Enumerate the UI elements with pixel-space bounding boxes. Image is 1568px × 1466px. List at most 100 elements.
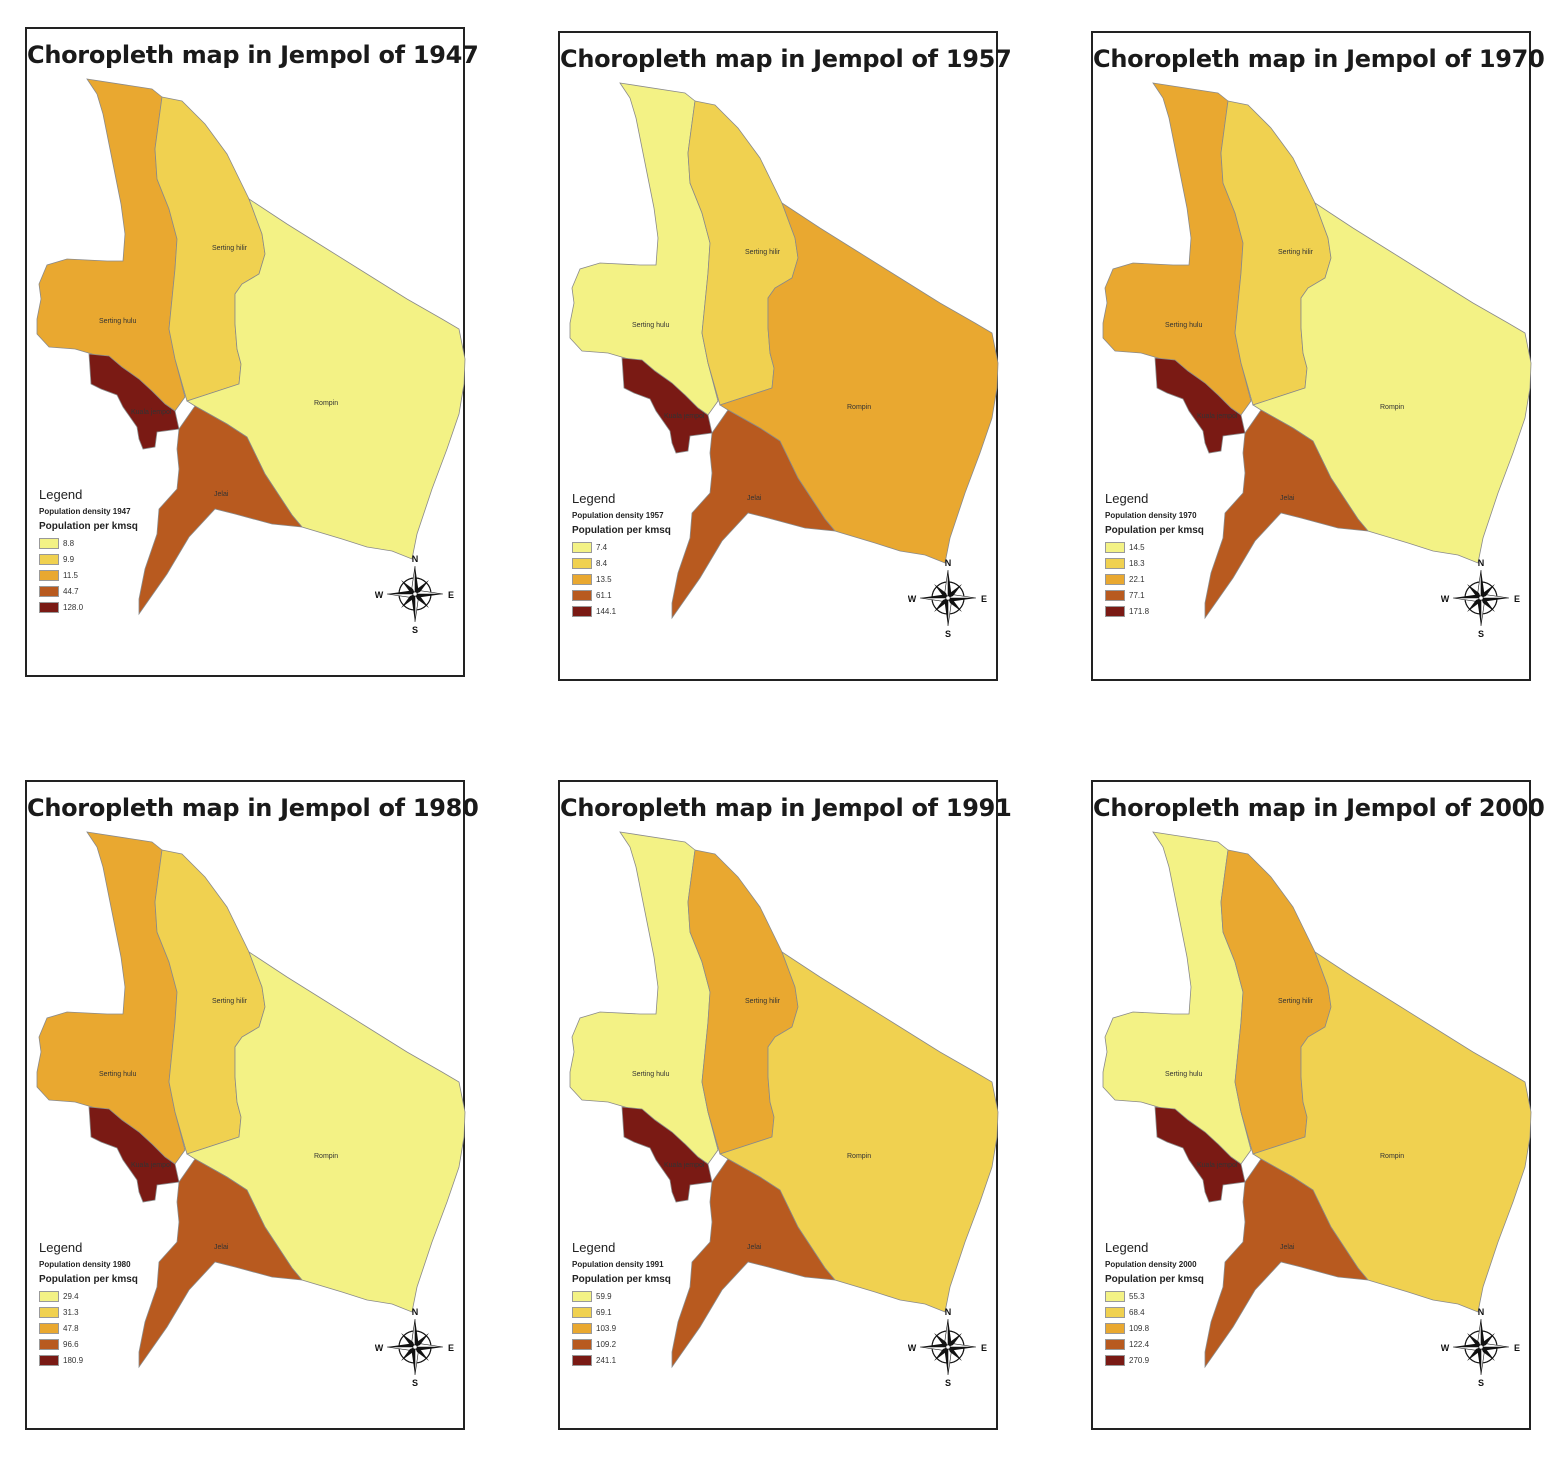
legend-item: 44.7 bbox=[39, 583, 239, 599]
legend-item: 77.1 bbox=[1105, 587, 1305, 603]
jempol-map: Serting hulu Serting hilir Rompin Jelai Kual… bbox=[1102, 831, 1532, 1369]
region-kuala-jempol bbox=[88, 1106, 180, 1203]
legend-item: 128.0 bbox=[39, 599, 239, 615]
jempol-map: Serting hulu Serting hilir Rompin Jelai Kual… bbox=[1102, 82, 1532, 620]
legend-item: 8.8 bbox=[39, 535, 239, 551]
legend-item: 241.1 bbox=[572, 1352, 772, 1368]
legend-value: 61.1 bbox=[596, 590, 612, 600]
legend-swatch bbox=[1105, 589, 1125, 601]
legend-value: 109.8 bbox=[1129, 1323, 1150, 1333]
region-jelai bbox=[671, 1158, 836, 1369]
legend-value: 14.5 bbox=[1129, 542, 1145, 552]
legend-swatch bbox=[39, 537, 59, 549]
legend-value: 22.1 bbox=[1129, 574, 1145, 584]
legend-item: 122.4 bbox=[1105, 1336, 1305, 1352]
compass-n: N bbox=[412, 1307, 419, 1317]
region-label-rompin: Rompin bbox=[314, 400, 338, 407]
legend-value: 109.2 bbox=[596, 1339, 617, 1349]
legend-swatch bbox=[1105, 605, 1125, 617]
region-label-kuala-jempol: Kuala jempol bbox=[1197, 1162, 1238, 1169]
legend-value: 47.8 bbox=[63, 1323, 79, 1333]
legend-swatch bbox=[1105, 557, 1125, 569]
legend-value: 122.4 bbox=[1129, 1339, 1150, 1349]
compass-rose-icon: N S E W bbox=[908, 558, 987, 638]
legend-heading: Population per kmsq bbox=[572, 525, 671, 536]
legend-item: 103.9 bbox=[572, 1320, 772, 1336]
region-label-serting-hulu: Serting hulu bbox=[632, 1071, 669, 1078]
compass-n: N bbox=[412, 554, 419, 564]
legend-subtitle: Population density 1980 bbox=[39, 1260, 131, 1269]
legend-value: 270.9 bbox=[1129, 1355, 1150, 1365]
legend-title: Legend bbox=[39, 1240, 83, 1255]
region-label-jelai: Jelai bbox=[214, 491, 229, 498]
legend: Legend Population density 1957 Population … bbox=[572, 491, 772, 619]
region-rompin bbox=[1252, 950, 1532, 1313]
legend-item: 96.6 bbox=[39, 1336, 239, 1352]
legend-swatch bbox=[1105, 1322, 1125, 1334]
region-label-rompin: Rompin bbox=[1380, 404, 1404, 411]
compass-n: N bbox=[945, 558, 952, 568]
compass-rose-icon: N S E W bbox=[1441, 558, 1520, 638]
compass-rose-icon: N S E W bbox=[375, 554, 454, 634]
legend-subtitle: Population density 1957 bbox=[572, 511, 664, 520]
legend-item: 109.8 bbox=[1105, 1320, 1305, 1336]
legend-swatch bbox=[1105, 1338, 1125, 1350]
compass-s: S bbox=[412, 625, 418, 634]
legend-value: 59.9 bbox=[596, 1291, 612, 1301]
region-label-rompin: Rompin bbox=[847, 1153, 871, 1160]
legend-swatch bbox=[39, 1322, 59, 1334]
region-rompin bbox=[1252, 201, 1532, 564]
legend-value: 96.6 bbox=[63, 1339, 79, 1349]
legend-item: 18.3 bbox=[1105, 555, 1305, 571]
legend-swatch bbox=[572, 605, 592, 617]
region-label-serting-hilir: Serting hilir bbox=[745, 249, 781, 256]
compass-w: W bbox=[908, 1343, 917, 1353]
region-label-jelai: Jelai bbox=[1280, 495, 1295, 502]
compass-rose-icon: N S E W bbox=[1441, 1307, 1520, 1387]
jempol-map: Serting hulu Serting hilir Rompin Jelai Kual… bbox=[36, 831, 466, 1369]
compass-n: N bbox=[1478, 1307, 1485, 1317]
legend-item: 68.4 bbox=[1105, 1304, 1305, 1320]
legend: Legend Population density 2000 Population … bbox=[1105, 1240, 1305, 1368]
legend-swatch bbox=[39, 1354, 59, 1366]
map-panel: Choropleth map in Jempol of 1947 Serting … bbox=[25, 27, 479, 677]
legend-item: 14.5 bbox=[1105, 539, 1305, 555]
legend-swatch bbox=[1105, 1290, 1125, 1302]
map-title: Choropleth map in Jempol of 1947 bbox=[27, 41, 479, 69]
compass-e: E bbox=[1514, 1343, 1520, 1353]
compass-s: S bbox=[1478, 1378, 1484, 1387]
legend-value: 68.4 bbox=[1129, 1307, 1145, 1317]
legend-value: 69.1 bbox=[596, 1307, 612, 1317]
legend-value: 180.9 bbox=[63, 1355, 84, 1365]
legend-item: 55.3 bbox=[1105, 1288, 1305, 1304]
compass-e: E bbox=[448, 1343, 454, 1353]
legend-item: 180.9 bbox=[39, 1352, 239, 1368]
region-jelai bbox=[138, 1158, 303, 1369]
region-label-serting-hulu: Serting hulu bbox=[1165, 1071, 1202, 1078]
region-jelai bbox=[671, 409, 836, 620]
legend-item: 171.8 bbox=[1105, 603, 1305, 619]
legend-value: 13.5 bbox=[596, 574, 612, 584]
legend-heading: Population per kmsq bbox=[1105, 1274, 1204, 1285]
map-panel: Choropleth map in Jempol of 1991 Serting … bbox=[558, 780, 1012, 1430]
legend-item: 61.1 bbox=[572, 587, 772, 603]
compass-s: S bbox=[945, 1378, 951, 1387]
legend-subtitle: Population density 1947 bbox=[39, 507, 131, 516]
region-label-kuala-jempol: Kuala jempol bbox=[1197, 413, 1238, 420]
compass-w: W bbox=[1441, 1343, 1450, 1353]
region-label-jelai: Jelai bbox=[1280, 1244, 1295, 1251]
compass-n: N bbox=[1478, 558, 1485, 568]
compass-w: W bbox=[375, 590, 384, 600]
legend-title: Legend bbox=[1105, 491, 1149, 506]
legend-swatch bbox=[1105, 1354, 1125, 1366]
jempol-map: Serting hulu Serting hilir Rompin Jelai Kual… bbox=[36, 78, 466, 616]
legend-item: 22.1 bbox=[1105, 571, 1305, 587]
region-label-serting-hulu: Serting hulu bbox=[632, 322, 669, 329]
region-label-kuala-jempol: Kuala jempol bbox=[664, 413, 705, 420]
legend-item: 270.9 bbox=[1105, 1352, 1305, 1368]
legend-value: 171.8 bbox=[1129, 606, 1150, 616]
legend-swatch bbox=[39, 585, 59, 597]
region-rompin bbox=[719, 201, 999, 564]
legend-value: 103.9 bbox=[596, 1323, 617, 1333]
legend-title: Legend bbox=[572, 491, 616, 506]
